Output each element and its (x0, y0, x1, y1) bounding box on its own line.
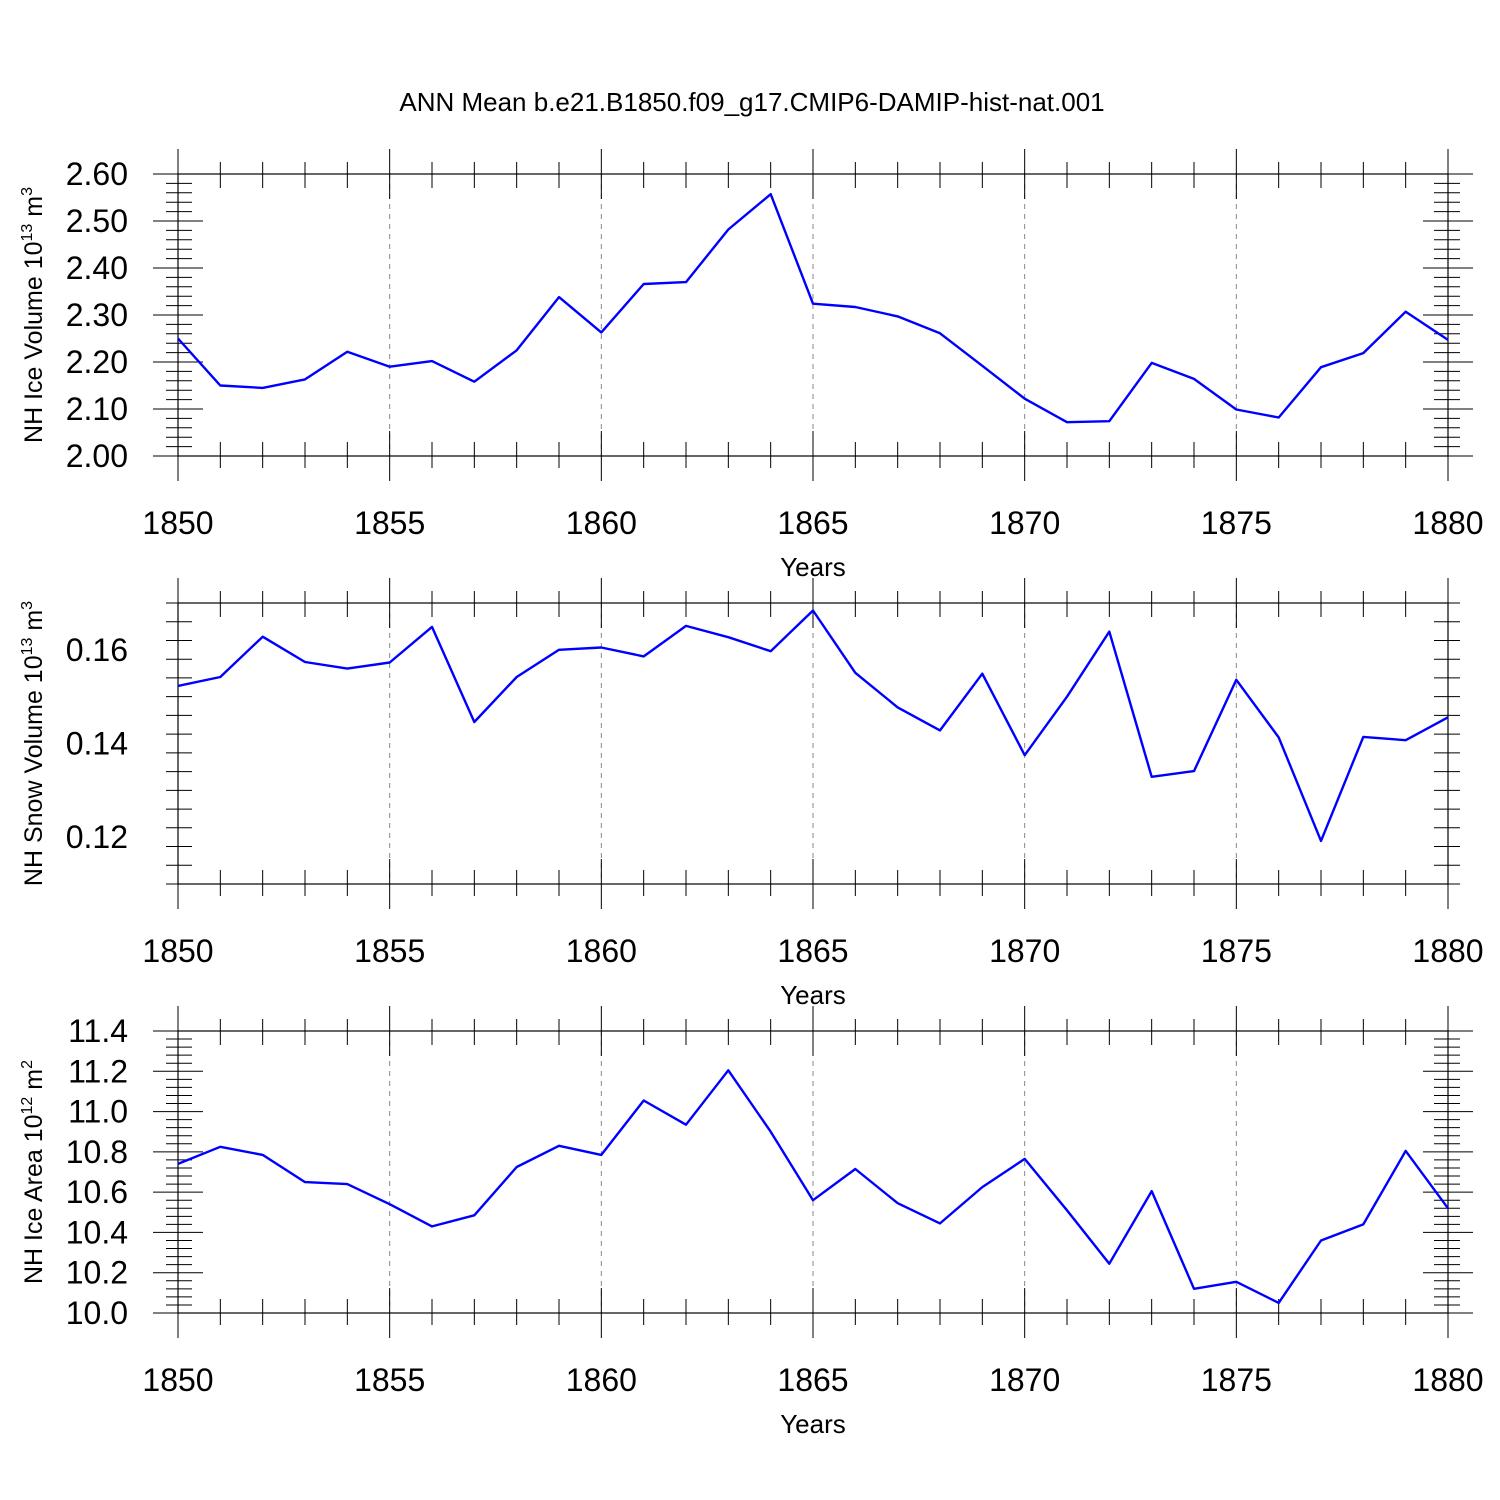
panel-2: 1850 1855 1860 1865 1870 1875 1880 0.12 0.14 0.16… (19, 578, 1484, 1010)
x-tick-label: 1865 (777, 933, 848, 969)
y-axis-label-text: m (20, 196, 48, 224)
y-axis-label-text: NH Snow Volume 10 (20, 655, 48, 886)
y-tick-label: 11.0 (68, 1094, 128, 1130)
y-tick-label: 2.00 (66, 438, 128, 474)
y-tick-label: 10.6 (66, 1174, 128, 1210)
y-tick-label: 11.2 (68, 1053, 128, 1089)
y-tick-label: 11.4 (68, 1013, 128, 1049)
x-tick-label: 1860 (566, 1362, 637, 1398)
x-axis-label: Years (780, 552, 846, 582)
y-axis-label: NH Ice Area 1012 m2 (19, 1060, 48, 1284)
y-axis-label-text: m (20, 1069, 48, 1097)
y-axis-label-exponent: 12 (19, 1097, 36, 1115)
y-axis-label-text: m (20, 610, 48, 638)
y-axis-label-exponent: 13 (19, 224, 36, 242)
y-tick-label: 10.4 (66, 1214, 128, 1250)
y-axis-label-exponent: 3 (19, 187, 36, 196)
chart-title: ANN Mean b.e21.B1850.f09_g17.CMIP6-DAMIP… (399, 87, 1104, 117)
series-line (177, 1069, 1449, 1305)
series-line (177, 609, 1449, 843)
y-axis-label-exponent: 13 (19, 638, 36, 656)
x-tick-label: 1860 (566, 505, 637, 541)
y-tick-label: 2.40 (66, 250, 128, 286)
x-tick-label: 1860 (566, 933, 637, 969)
x-tick-label: 1870 (989, 933, 1060, 969)
x-axis-label: Years (780, 980, 846, 1010)
y-tick-label: 10.2 (66, 1255, 128, 1291)
y-tick-label: 2.50 (66, 203, 128, 239)
y-tick-label: 0.12 (66, 819, 128, 855)
x-tick-label: 1870 (989, 505, 1060, 541)
y-axis-label: NH Ice Volume 1013 m3 (19, 187, 48, 443)
x-tick-label: 1855 (354, 505, 425, 541)
y-axis-label-text: NH Ice Volume 10 (20, 241, 48, 443)
y-axis-label-text: NH Ice Area 10 (20, 1114, 48, 1284)
y-axis-label-exponent: 3 (19, 601, 36, 610)
x-tick-label: 1870 (989, 1362, 1060, 1398)
x-tick-label: 1875 (1201, 1362, 1272, 1398)
y-tick-label: 2.10 (66, 391, 128, 427)
x-tick-label: 1865 (777, 1362, 848, 1398)
y-tick-label: 2.20 (66, 344, 128, 380)
x-tick-label: 1855 (354, 933, 425, 969)
x-tick-label: 1865 (777, 505, 848, 541)
x-tick-label: 1855 (354, 1362, 425, 1398)
y-tick-label: 10.8 (66, 1134, 128, 1170)
x-tick-label: 1875 (1201, 505, 1272, 541)
x-tick-label: 1875 (1201, 933, 1272, 969)
y-tick-label: 0.14 (66, 726, 128, 762)
y-tick-label: 10.0 (66, 1295, 128, 1331)
panel-3: 1850 1855 1860 1865 1870 1875 1880 10.0 10.2 10.4… (19, 1006, 1484, 1439)
x-tick-label: 1880 (1412, 505, 1483, 541)
x-tick-label: 1850 (142, 505, 213, 541)
series-line (177, 192, 1449, 424)
panels: 1850 1855 1860 1865 1870 1875 1880 2.00 2.10 2.20… (19, 149, 1484, 1439)
x-tick-label: 1850 (142, 933, 213, 969)
x-tick-label: 1850 (142, 1362, 213, 1398)
y-tick-label: 2.60 (66, 156, 128, 192)
y-tick-label: 2.30 (66, 297, 128, 333)
y-axis-label: NH Snow Volume 1013 m3 (19, 601, 48, 886)
panel-1: 1850 1855 1860 1865 1870 1875 1880 2.00 2.10 2.20… (19, 149, 1484, 582)
y-axis-label-exponent: 2 (19, 1060, 36, 1069)
x-axis-label: Years (780, 1409, 846, 1439)
x-tick-label: 1880 (1412, 1362, 1483, 1398)
x-tick-label: 1880 (1412, 933, 1483, 969)
y-tick-label: 0.16 (66, 632, 128, 668)
